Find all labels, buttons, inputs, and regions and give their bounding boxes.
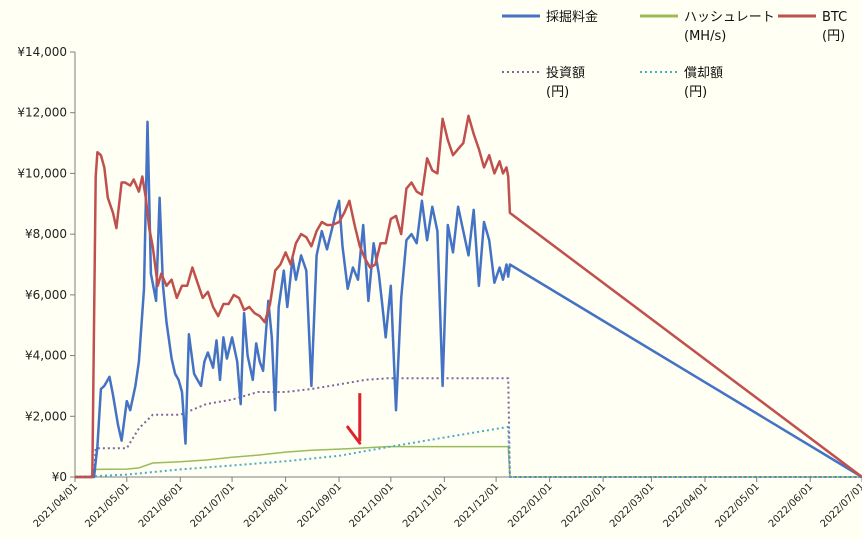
chart-legend: 採掘料金 ハッシュレート (MH/s) BTC (円) 投資額 (円) 償却額 (円) bbox=[502, 9, 847, 100]
series-line-1 bbox=[75, 445, 862, 478]
x-tick-label: 2022/03/01 bbox=[608, 481, 657, 530]
x-tick-label: 2021/08/01 bbox=[242, 481, 291, 530]
legend-label: (円) bbox=[822, 29, 845, 44]
x-tick-label: 2021/12/01 bbox=[453, 481, 502, 530]
y-tick-label: ¥2,000 bbox=[25, 409, 67, 423]
legend-label: 採掘料金 bbox=[546, 9, 598, 25]
x-tick-label: 2021/10/01 bbox=[347, 481, 396, 530]
x-tick-label: 2022/07/01 bbox=[819, 481, 862, 530]
x-tick-label: 2021/11/01 bbox=[401, 481, 450, 530]
x-tick-label: 2022/02/01 bbox=[560, 481, 609, 530]
x-tick-label: 2021/04/01 bbox=[32, 481, 81, 530]
legend-label: ハッシュレート bbox=[684, 10, 775, 25]
legend-label: (円) bbox=[546, 85, 569, 100]
x-tick-label: 2021/06/01 bbox=[137, 481, 186, 530]
y-tick-label: ¥6,000 bbox=[25, 288, 67, 302]
series-line-4 bbox=[74, 425, 862, 478]
x-tick-label: 2021/07/01 bbox=[189, 481, 238, 530]
y-tick-label: ¥12,000 bbox=[17, 106, 67, 120]
x-tick-label: 2021/09/01 bbox=[296, 481, 345, 530]
y-tick-label: ¥4,000 bbox=[25, 349, 67, 363]
y-tick-label: ¥0 bbox=[52, 470, 67, 484]
series-line-3 bbox=[75, 377, 862, 478]
legend-label: 投資額 bbox=[546, 65, 585, 81]
legend-label: (MH/s) bbox=[684, 29, 726, 44]
series-line-0 bbox=[75, 120, 862, 479]
legend-label: 償却額 bbox=[684, 66, 723, 81]
x-axis-ticks: 2021/04/01 2021/05/01 2021/06/01 2021/07/01… bbox=[32, 477, 862, 530]
x-tick-label: 2022/05/01 bbox=[713, 481, 762, 530]
y-tick-label: ¥10,000 bbox=[17, 166, 67, 180]
annotation-arrow-head bbox=[346, 425, 362, 445]
y-tick-label: ¥8,000 bbox=[25, 227, 67, 241]
x-tick-label: 2022/04/01 bbox=[662, 481, 711, 530]
x-tick-label: 2022/01/01 bbox=[506, 481, 555, 530]
x-tick-label: 2021/05/01 bbox=[83, 481, 132, 530]
series-line-2 bbox=[75, 114, 862, 479]
legend-label: (円) bbox=[684, 85, 707, 100]
x-tick-label: 2022/06/01 bbox=[767, 481, 816, 530]
y-tick-label: ¥14,000 bbox=[17, 45, 67, 59]
series-lines bbox=[74, 114, 862, 479]
legend-label: BTC bbox=[822, 10, 847, 25]
annotations bbox=[346, 393, 362, 445]
y-axis-ticks: ¥0 ¥2,000 ¥4,000 ¥6,000 ¥8,000 ¥10,000 ¥12,000… bbox=[17, 45, 75, 484]
